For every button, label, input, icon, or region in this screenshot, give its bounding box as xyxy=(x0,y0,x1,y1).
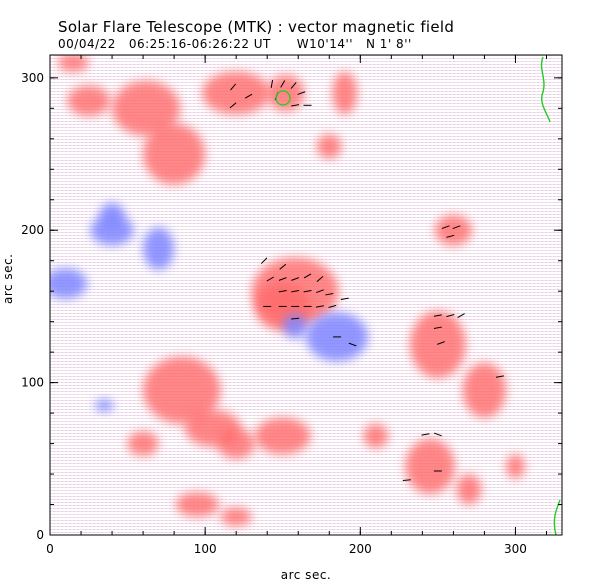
field-vector xyxy=(278,290,287,293)
positive-field-region xyxy=(220,507,252,526)
field-vector xyxy=(303,290,312,293)
positive-field-region xyxy=(254,417,311,455)
x-tick-label: 300 xyxy=(504,542,527,556)
x-tick-label: 100 xyxy=(194,542,217,556)
observation-info: 00/04/22 06:25:16-06:26:22 UT W10'14'' N… xyxy=(58,37,412,51)
field-vector xyxy=(446,234,455,238)
field-vector xyxy=(291,317,300,320)
field-vector xyxy=(280,80,286,88)
field-vector xyxy=(316,276,324,282)
y-tick-label: 300 xyxy=(21,71,44,85)
negative-field-region xyxy=(94,399,114,412)
field-vector xyxy=(297,91,306,95)
field-vector xyxy=(452,225,461,230)
field-vector xyxy=(441,225,450,230)
limb-contour-bottom xyxy=(553,499,561,535)
field-vector xyxy=(291,104,300,107)
field-vector xyxy=(325,293,334,296)
positive-field-region xyxy=(456,474,482,505)
field-vector xyxy=(457,313,465,319)
field-vector xyxy=(421,433,430,436)
field-vector xyxy=(303,273,312,279)
limb-contour xyxy=(540,56,551,123)
positive-field-region xyxy=(363,423,389,449)
positive-field-region xyxy=(405,439,455,494)
positive-field-region xyxy=(434,215,473,246)
sunspot-contour xyxy=(275,90,291,106)
negative-field-region xyxy=(90,215,134,246)
field-vector xyxy=(433,326,442,329)
plot-frame xyxy=(49,54,563,536)
field-vector xyxy=(315,305,324,308)
y-tick-label: 0 xyxy=(36,528,44,542)
field-vector xyxy=(433,432,442,437)
y-tick-label: 100 xyxy=(21,376,44,390)
y-tick-label: 200 xyxy=(21,223,44,237)
field-vector xyxy=(270,79,274,88)
negative-field-region xyxy=(143,227,175,270)
positive-field-region xyxy=(316,134,342,159)
negative-field-region xyxy=(282,314,308,339)
field-vector xyxy=(348,342,357,347)
positive-field-region xyxy=(332,71,358,115)
field-vector xyxy=(402,479,411,481)
field-vector xyxy=(290,82,297,89)
field-vector xyxy=(260,257,268,264)
field-vector xyxy=(244,93,253,99)
field-vector xyxy=(266,276,275,282)
field-vector xyxy=(495,375,504,378)
field-vector xyxy=(316,289,324,294)
field-vector xyxy=(279,263,287,270)
negative-field-region xyxy=(50,268,88,299)
positive-field-region xyxy=(506,454,525,479)
x-axis-label: arc sec. xyxy=(280,568,332,582)
positive-field-region xyxy=(67,85,111,116)
positive-field-region xyxy=(143,356,221,424)
field-vector xyxy=(446,314,455,318)
chart-title: Solar Flare Telescope (MTK) : vector mag… xyxy=(58,18,455,36)
positive-field-region xyxy=(462,362,507,418)
field-vector xyxy=(437,341,445,345)
field-vector xyxy=(291,290,300,293)
positive-field-region xyxy=(57,55,89,72)
x-tick-label: 0 xyxy=(46,542,54,556)
positive-field-region xyxy=(143,123,206,185)
positive-field-region xyxy=(127,431,159,456)
field-vector xyxy=(230,83,237,91)
field-vector xyxy=(291,277,300,281)
positive-field-region xyxy=(217,428,255,459)
field-vector xyxy=(340,297,349,300)
field-vector xyxy=(433,314,442,317)
positive-field-region xyxy=(112,80,181,136)
field-vector xyxy=(278,277,287,281)
positive-field-region xyxy=(175,492,220,517)
positive-field-region xyxy=(202,71,271,115)
x-tick-label: 200 xyxy=(349,542,372,556)
negative-field-region xyxy=(99,202,125,228)
field-vector xyxy=(229,102,237,109)
field-vector xyxy=(328,304,337,308)
